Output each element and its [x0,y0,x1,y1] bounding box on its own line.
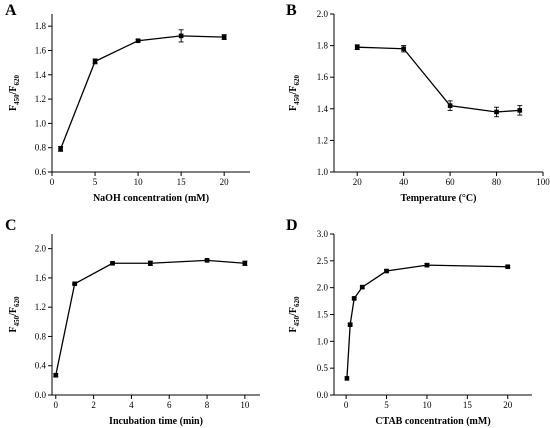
panel-a-data-point [221,34,227,40]
panel-d-y-tick-label: 1.5 [317,310,329,320]
panel-c-y-tick-label: 0.8 [35,331,47,341]
panel-c-y-tick-label: 0.4 [35,361,47,371]
panel-a-x-title: NaOH concentration (mM) [93,193,209,204]
panel-c-y-tick-label: 0.0 [35,390,47,400]
panel-a-x-tick-label: 20 [220,177,230,187]
panel-d-data-point [505,264,511,270]
panel-a-x-tick-label: 0 [50,177,55,187]
panel-c-data-point [110,260,115,266]
panel-a-y-tick-label: 1.8 [35,21,47,31]
panel-d-data-point [424,262,430,268]
panel-c-y-tick-label: 2.0 [35,244,47,254]
panel-c-x-tick-label: 10 [240,400,250,410]
panel-c-x-tick-label: 4 [129,400,134,410]
panel-d-y-tick-label: 0.5 [317,363,329,373]
panel-b-data-point [494,109,499,115]
panel-a: A 0 5 10 15 20 0.6 0.8 1.0 1.2 1.4 1.6 1.8 NaOH conce… [5,2,250,204]
panel-b-x-tick-label: 40 [399,177,409,187]
panel-b-data-point [517,108,523,113]
panel-a-y-tick-label: 1.2 [35,94,46,104]
panel-d-series-line [346,264,508,379]
panel-c-data-point [53,372,59,378]
panel-a-y-tick-label: 1.6 [35,45,47,55]
panel-d-y-tick-label: 2.0 [317,283,329,293]
panel-d-x-tick-label: 5 [384,400,389,410]
panel-b-x-title: Temperature (°C) [401,193,477,204]
panel-a-y-title: F450/F620 [8,75,21,112]
panel-d-y-title: F450/F620 [288,296,301,333]
panel-b-y-tick-label: 1.8 [317,41,329,51]
panel-a-series-line [60,35,225,150]
panel-d-y-tick-label: 1.0 [317,336,329,346]
panel-c-x-tick-label: 0 [54,400,59,410]
panel-d-x-title: CTAB concentration (mM) [375,416,490,427]
panel-d: D 0 5 10 15 20 0.0 0.5 1.0 1.5 2.0 2.5 3.0 CTAB conce… [286,217,532,427]
panel-b-y-tick-label: 1.4 [317,104,329,114]
panel-a-x-tick-label: 15 [177,177,187,187]
panel-c-y-tick-label: 1.2 [35,302,46,312]
panel-b-letter: B [286,2,297,19]
panel-a-data-point [58,146,63,152]
panel-b-data-point [401,46,406,52]
panel-a-data-point [178,33,184,39]
panel-a-x-tick-label: 5 [93,177,98,187]
panel-c-data-point [72,281,77,287]
panel-d-data-point [384,268,389,274]
panel-b-y-tick-label: 1.2 [317,135,328,145]
panel-c-x-title: Incubation time (min) [109,416,203,427]
panel-d-x-tick-label: 0 [344,400,349,410]
panel-a-y-tick-label: 1.4 [35,70,47,80]
panel-d-y-tick-label: 0.0 [317,390,329,400]
panel-c-x-tick-label: 8 [205,400,210,410]
panel-a-x-tick-label: 10 [134,177,144,187]
panel-b-series-line [357,46,520,113]
panel-c-data-point [204,258,210,263]
panel-c-data-point [242,260,248,266]
panel-c-x-tick-label: 6 [167,400,172,410]
panel-a-data-point [92,59,98,64]
panel-c-letter: C [5,217,17,234]
panel-d-y-tick-label: 3.0 [317,229,329,239]
panel-b-data-point [447,103,453,108]
panel-b-y-tick-label: 1.6 [317,72,329,82]
panel-b-y-tick-label: 2.0 [317,9,329,19]
panel-a-letter: A [5,2,17,19]
panel-c-y-tick-label: 1.6 [35,273,47,283]
panel-b-x-tick-label: 80 [492,177,502,187]
panel-b: B 20 40 60 80 100 1.0 1.2 1.4 1.6 1.8 2.0 Temperatur… [286,2,550,204]
panel-c: C 0 2 4 6 8 10 0.0 0.4 0.8 1.2 1.6 2.0 Incubation tim… [5,217,260,427]
panel-d-data-point [351,296,357,301]
panel-d-x-tick-label: 20 [503,400,513,410]
panel-a-y-tick-label: 0.6 [35,167,47,177]
panel-c-series-line [55,259,245,376]
panel-b-y-title: F450/F620 [288,75,301,112]
panel-c-data-point [148,260,153,266]
panel-b-x-tick-label: 20 [353,177,363,187]
panel-d-data-point [347,322,353,327]
panel-d-x-tick-label: 15 [463,400,473,410]
panel-c-x-tick-label: 2 [91,400,96,410]
panel-d-data-point [344,376,350,381]
panel-b-y-tick-label: 1.0 [317,167,329,177]
panel-b-x-tick-label: 60 [446,177,456,187]
panel-b-data-point [354,44,360,50]
panel-a-y-tick-label: 0.8 [35,143,47,153]
panel-a-y-tick-label: 1.0 [35,118,47,128]
panel-d-letter: D [286,217,298,234]
panel-b-x-tick-label: 100 [536,177,550,187]
panel-d-y-tick-label: 2.5 [317,256,329,266]
panel-d-x-tick-label: 10 [422,400,432,410]
panel-d-data-point [359,284,365,290]
panel-a-data-point [135,38,141,44]
panel-c-y-title: F450/F620 [8,296,21,333]
